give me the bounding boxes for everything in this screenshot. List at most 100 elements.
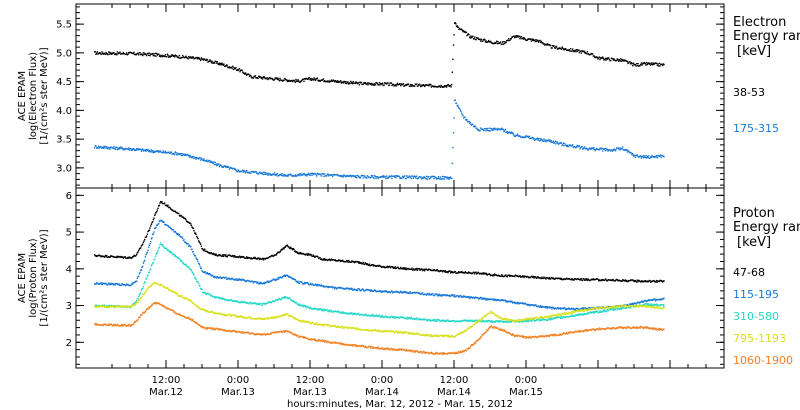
data-point xyxy=(381,83,383,86)
data-point xyxy=(260,282,263,284)
data-point xyxy=(464,271,467,273)
data-point xyxy=(320,308,323,311)
data-point xyxy=(475,38,477,41)
data-point xyxy=(645,64,647,66)
data-point xyxy=(313,77,315,79)
data-point xyxy=(433,175,436,178)
data-point xyxy=(354,312,357,314)
data-point xyxy=(101,282,103,284)
data-point xyxy=(210,62,213,64)
data-point xyxy=(516,302,518,304)
data-point xyxy=(502,299,504,301)
data-point xyxy=(238,256,240,259)
data-point xyxy=(198,263,201,265)
data-point xyxy=(318,79,321,82)
data-point xyxy=(139,298,141,301)
data-point xyxy=(298,80,300,82)
data-point xyxy=(415,177,417,179)
data-point xyxy=(254,256,257,259)
data-point xyxy=(241,69,243,71)
data-point xyxy=(102,283,104,286)
data-point xyxy=(155,226,157,229)
data-point xyxy=(623,60,625,62)
data-point xyxy=(657,63,659,65)
data-point xyxy=(292,80,294,83)
data-point xyxy=(331,174,333,176)
data-point xyxy=(574,308,576,310)
data-point xyxy=(616,58,619,60)
data-point xyxy=(128,256,131,258)
data-point xyxy=(159,202,161,204)
data-point xyxy=(433,178,435,180)
data-point xyxy=(380,291,383,293)
data-point xyxy=(383,84,385,86)
data-point xyxy=(540,277,543,280)
data-point xyxy=(542,277,545,280)
data-point xyxy=(482,319,485,322)
data-point xyxy=(354,327,357,330)
data-point xyxy=(451,84,453,86)
data-point xyxy=(455,102,458,104)
data-point xyxy=(396,82,399,85)
data-point xyxy=(441,270,443,272)
data-point xyxy=(483,297,485,299)
data-point xyxy=(186,298,189,300)
data-point xyxy=(228,168,231,170)
data-point xyxy=(156,150,159,153)
data-point xyxy=(220,313,223,315)
data-point xyxy=(451,162,453,164)
data-point xyxy=(503,41,505,43)
data-point xyxy=(442,178,444,180)
data-point xyxy=(168,288,171,291)
y-axis-label-line: ACE EPAM xyxy=(17,71,28,121)
data-point xyxy=(199,58,201,60)
data-point xyxy=(199,265,201,267)
data-point xyxy=(154,227,157,230)
data-point xyxy=(310,306,312,308)
data-point xyxy=(458,296,461,298)
data-point xyxy=(345,81,347,83)
y-axis-label-line: [1/(cm²s ster MeV)] xyxy=(39,229,50,326)
data-point xyxy=(280,276,282,278)
data-point xyxy=(219,64,221,66)
data-point xyxy=(310,79,313,81)
data-point xyxy=(379,176,381,179)
data-point xyxy=(432,293,434,295)
data-point xyxy=(278,278,280,280)
data-point xyxy=(282,175,285,177)
data-point xyxy=(486,128,488,130)
data-point xyxy=(342,259,344,262)
data-point xyxy=(519,38,521,40)
data-point xyxy=(451,177,453,179)
data-point xyxy=(345,261,347,263)
data-point xyxy=(145,236,147,238)
data-point xyxy=(271,317,273,319)
data-point xyxy=(286,79,288,81)
series-47-68 xyxy=(94,200,665,283)
data-point xyxy=(218,62,221,64)
data-point xyxy=(291,315,293,317)
data-point xyxy=(217,164,219,166)
data-point xyxy=(264,303,267,305)
data-point xyxy=(252,77,255,79)
data-point xyxy=(226,255,229,258)
data-point xyxy=(202,58,204,60)
data-point xyxy=(614,148,616,151)
data-point xyxy=(342,312,344,314)
data-point xyxy=(648,63,651,65)
data-point xyxy=(336,81,338,83)
data-point xyxy=(388,291,390,294)
data-point xyxy=(441,319,443,321)
data-point xyxy=(646,280,649,282)
data-point xyxy=(537,276,539,278)
data-point xyxy=(466,296,469,299)
data-point xyxy=(173,152,175,154)
data-point xyxy=(340,80,342,82)
data-point xyxy=(462,296,464,298)
data-point xyxy=(476,128,479,131)
data-point xyxy=(177,233,179,235)
data-point xyxy=(574,145,576,148)
data-point xyxy=(141,149,143,151)
data-point xyxy=(490,40,492,43)
